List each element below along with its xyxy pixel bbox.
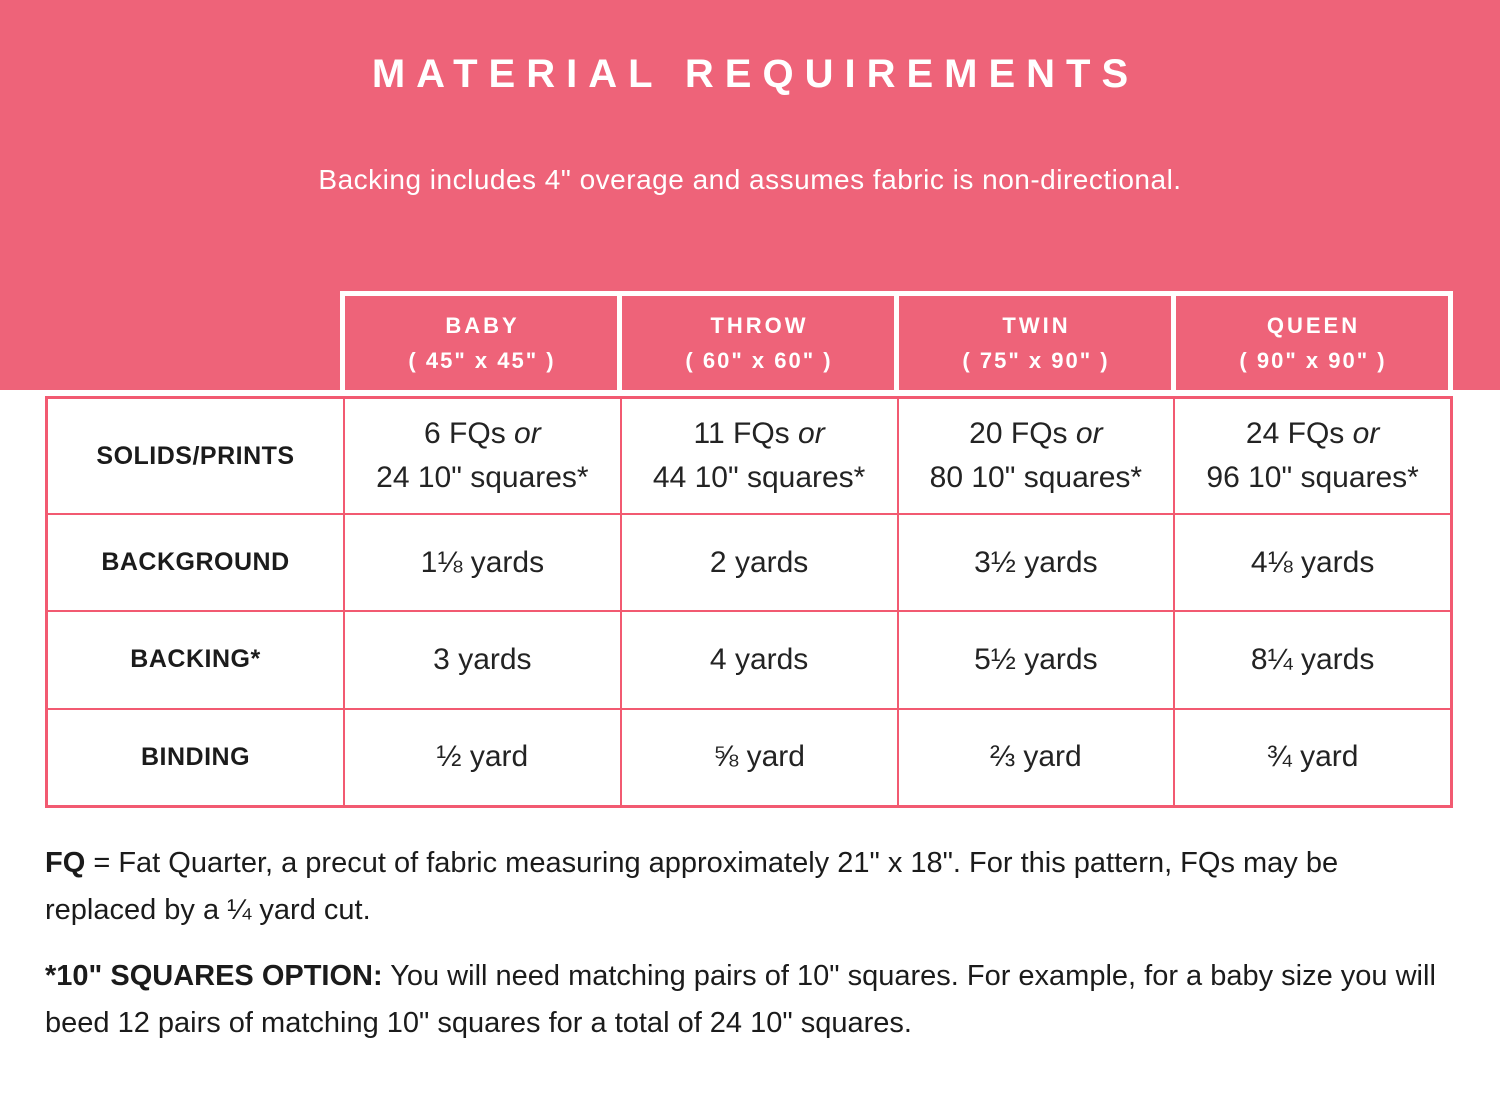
row-label-background: BACKGROUND <box>48 515 343 611</box>
cell-solids-baby: 6 FQs or 24 10" squares* <box>345 399 620 513</box>
footnote-bold-term: *10" SQUARES OPTION: <box>45 960 383 992</box>
row-label-solids-prints: SOLIDS/PRINTS <box>48 399 343 513</box>
or-text: or <box>798 417 825 450</box>
column-name: THROW <box>710 312 809 338</box>
cell-background-queen: 4⅛ yards <box>1175 515 1450 611</box>
column-header-baby: BABY ( 45" x 45" ) <box>345 296 617 390</box>
column-header-twin: TWIN ( 75" x 90" ) <box>899 296 1171 390</box>
footnote-text: = Fat Quarter, a precut of fabric measur… <box>45 847 1339 926</box>
cell-backing-twin: 5½ yards <box>898 612 1174 708</box>
fq-count: 24 FQs <box>1245 417 1345 450</box>
column-name: BABY <box>445 312 520 338</box>
cell-solids-throw: 11 FQs or 44 10" squares* <box>621 399 897 513</box>
cell-binding-twin: ⅔ yard <box>898 709 1174 805</box>
or-text: or <box>1352 417 1380 450</box>
cell-binding-queen: ¾ yard <box>1175 709 1450 805</box>
squares-count: 24 10" squares* <box>376 461 589 494</box>
column-size: ( 45" x 45" ) <box>408 347 556 373</box>
cell-backing-baby: 3 yards <box>345 612 620 708</box>
cell-binding-throw: ⅝ yard <box>621 709 897 805</box>
cell-background-twin: 3½ yards <box>898 515 1174 611</box>
column-name: QUEEN <box>1266 312 1361 338</box>
row-label-backing: BACKING* <box>48 612 343 708</box>
column-size: ( 75" x 90" ) <box>962 347 1110 373</box>
footnote-text: You will need matching pairs of 10" squa… <box>45 960 1436 1039</box>
squares-count: 96 10" squares* <box>1206 461 1419 494</box>
cell-background-throw: 2 yards <box>621 515 897 611</box>
page-title: MATERIAL REQUIREMENTS <box>371 52 1140 96</box>
column-header-queen: QUEEN ( 90" x 90" ) <box>1176 296 1448 390</box>
footnote-squares-option: *10" SQUARES OPTION: You will need match… <box>45 953 1445 1047</box>
cell-binding-baby: ½ yard <box>345 709 620 805</box>
column-name: TWIN <box>1002 312 1071 338</box>
column-header-throw: THROW ( 60" x 60" ) <box>622 296 894 390</box>
fq-count: 6 FQs <box>424 417 506 450</box>
hero-subtitle: Backing includes 4" overage and assumes … <box>318 164 1182 195</box>
or-text: or <box>1075 417 1103 450</box>
table-column-headers: BABY ( 45" x 45" ) THROW ( 60" x 60" ) T… <box>340 291 1453 395</box>
row-label-binding: BINDING <box>48 709 343 805</box>
fq-count: 11 FQs <box>693 417 790 450</box>
column-size: ( 60" x 60" ) <box>685 347 833 373</box>
column-size: ( 90" x 90" ) <box>1239 347 1387 373</box>
footnote-bold-term: FQ <box>45 847 86 879</box>
cell-background-baby: 1⅛ yards <box>345 515 620 611</box>
squares-count: 80 10" squares* <box>929 461 1143 494</box>
cell-backing-queen: 8¼ yards <box>1175 612 1450 708</box>
fq-count: 20 FQs <box>969 417 1068 450</box>
squares-count: 44 10" squares* <box>652 461 866 494</box>
requirements-table: SOLIDS/PRINTS 6 FQs or 24 10" squares* 1… <box>45 396 1453 808</box>
or-text: or <box>514 417 541 450</box>
footnote-fat-quarter: FQ = Fat Quarter, a precut of fabric mea… <box>45 840 1445 934</box>
cell-solids-twin: 20 FQs or 80 10" squares* <box>898 399 1174 513</box>
cell-backing-throw: 4 yards <box>621 612 897 708</box>
cell-solids-queen: 24 FQs or 96 10" squares* <box>1175 399 1450 513</box>
